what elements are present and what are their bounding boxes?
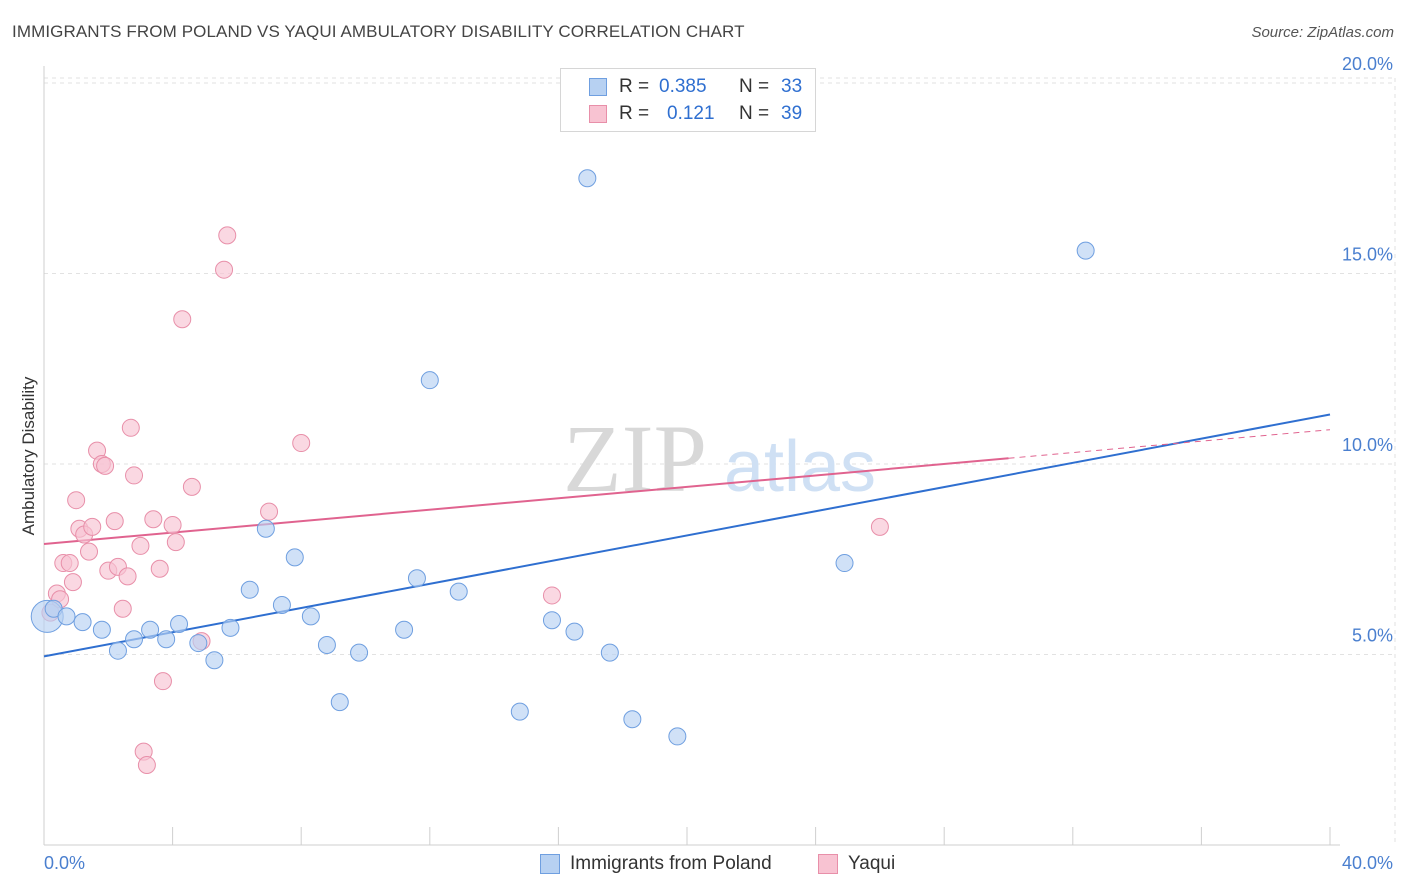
point-yaqui [118,567,137,586]
point-yaqui [121,418,140,437]
bottom-legend-swatch-pink [818,854,838,874]
point-poland [578,169,597,188]
point-poland [317,635,336,654]
legend-swatch-pink [589,105,607,123]
point-poland [125,630,144,649]
point-poland [565,622,584,641]
point-poland [205,651,224,670]
point-poland [256,519,275,538]
x-tick-label-min: 0.0% [44,853,85,873]
point-yaqui [144,510,163,529]
point-poland [170,615,189,634]
chart-title: IMMIGRANTS FROM POLAND VS YAQUI AMBULATO… [12,22,745,41]
stats-legend-row-yaqui: R = 0.121 N = 39 [589,102,802,126]
point-yaqui [166,533,185,552]
point-poland [240,580,259,599]
point-yaqui [137,755,156,774]
point-poland [108,641,127,660]
trend-lines [43,413,1331,658]
bottom-legend-label-poland: Immigrants from Poland [570,853,772,874]
point-yaqui [150,559,169,578]
y-tick-label: 10.0% [1342,435,1393,455]
watermark-atlas: atlas [724,427,876,507]
legend-n-value: 33 [781,76,803,97]
point-yaqui [131,536,150,555]
point-poland [835,554,854,573]
source-credit: Source: ZipAtlas.com [1251,24,1394,41]
point-yaqui [173,310,192,329]
point-poland [449,582,468,601]
point-yaqui [215,260,234,279]
trend-line-yaqui-extension [1008,429,1331,459]
point-yaqui [260,502,279,521]
y-tick-label: 20.0% [1342,54,1393,74]
legend-n-value: 39 [781,103,803,124]
point-yaqui [153,672,172,691]
point-poland [73,613,92,632]
point-yaqui [292,434,311,453]
point-yaqui [542,586,561,605]
y-tick-label: 5.0% [1352,626,1393,646]
point-poland [542,611,561,630]
point-poland [350,643,369,662]
legend-r-label: R = [619,103,650,124]
point-poland [600,643,619,662]
point-poland [420,371,439,390]
data-points [30,169,1095,774]
point-yaqui [60,554,79,573]
point-yaqui [96,456,115,475]
point-yaqui [182,477,201,496]
point-yaqui [80,542,99,561]
axes [43,66,1340,846]
point-poland [157,630,176,649]
bottom-legend-swatch-blue [540,854,560,874]
point-yaqui [125,466,144,485]
point-poland [1076,241,1095,260]
point-yaqui [67,491,86,510]
bottom-legend-label-yaqui: Yaqui [848,853,896,874]
watermark-zip: ZIP [563,405,707,512]
point-poland [330,693,349,712]
y-tick-label: 15.0% [1342,245,1393,265]
bottom-legend-poland: Immigrants from Poland [540,852,772,876]
point-poland [57,607,76,626]
point-poland [189,634,208,653]
y-axis-title: Ambulatory Disability [19,376,38,535]
watermark: ZIP atlas [563,405,876,512]
point-poland [301,607,320,626]
point-poland [668,727,687,746]
trend-line-poland [43,413,1331,658]
legend-swatch-blue [589,78,607,96]
y-tick-labels: 5.0% 10.0% 15.0% 20.0% [1342,54,1393,646]
gridlines [44,77,1396,845]
point-yaqui [83,517,102,536]
point-poland [407,569,426,588]
point-yaqui [163,515,182,534]
point-poland [221,618,240,637]
trend-line-yaqui [43,457,1009,546]
legend-r-value: 0.121 [667,103,715,124]
point-yaqui [218,226,237,245]
legend-r-value: 0.385 [659,76,707,97]
bottom-legend-yaqui: Yaqui [818,852,895,876]
point-yaqui [870,517,889,536]
legend-n-label: N = [739,76,770,97]
point-poland [510,702,529,721]
point-poland [623,710,642,729]
point-yaqui [113,599,132,618]
point-yaqui [105,512,124,531]
point-poland [395,620,414,639]
x-tick-label-max: 40.0% [1342,853,1393,873]
legend-r-label: R = [619,76,650,97]
point-poland [92,620,111,639]
point-poland [141,620,160,639]
legend-n-label: N = [739,103,770,124]
point-poland [285,548,304,567]
point-yaqui [63,573,82,592]
stats-legend-row-poland: R = 0.385 N = 33 [589,75,802,99]
point-poland [272,595,291,614]
stats-legend: R = 0.385 N = 33 R = 0.121 N = 39 [560,68,816,132]
